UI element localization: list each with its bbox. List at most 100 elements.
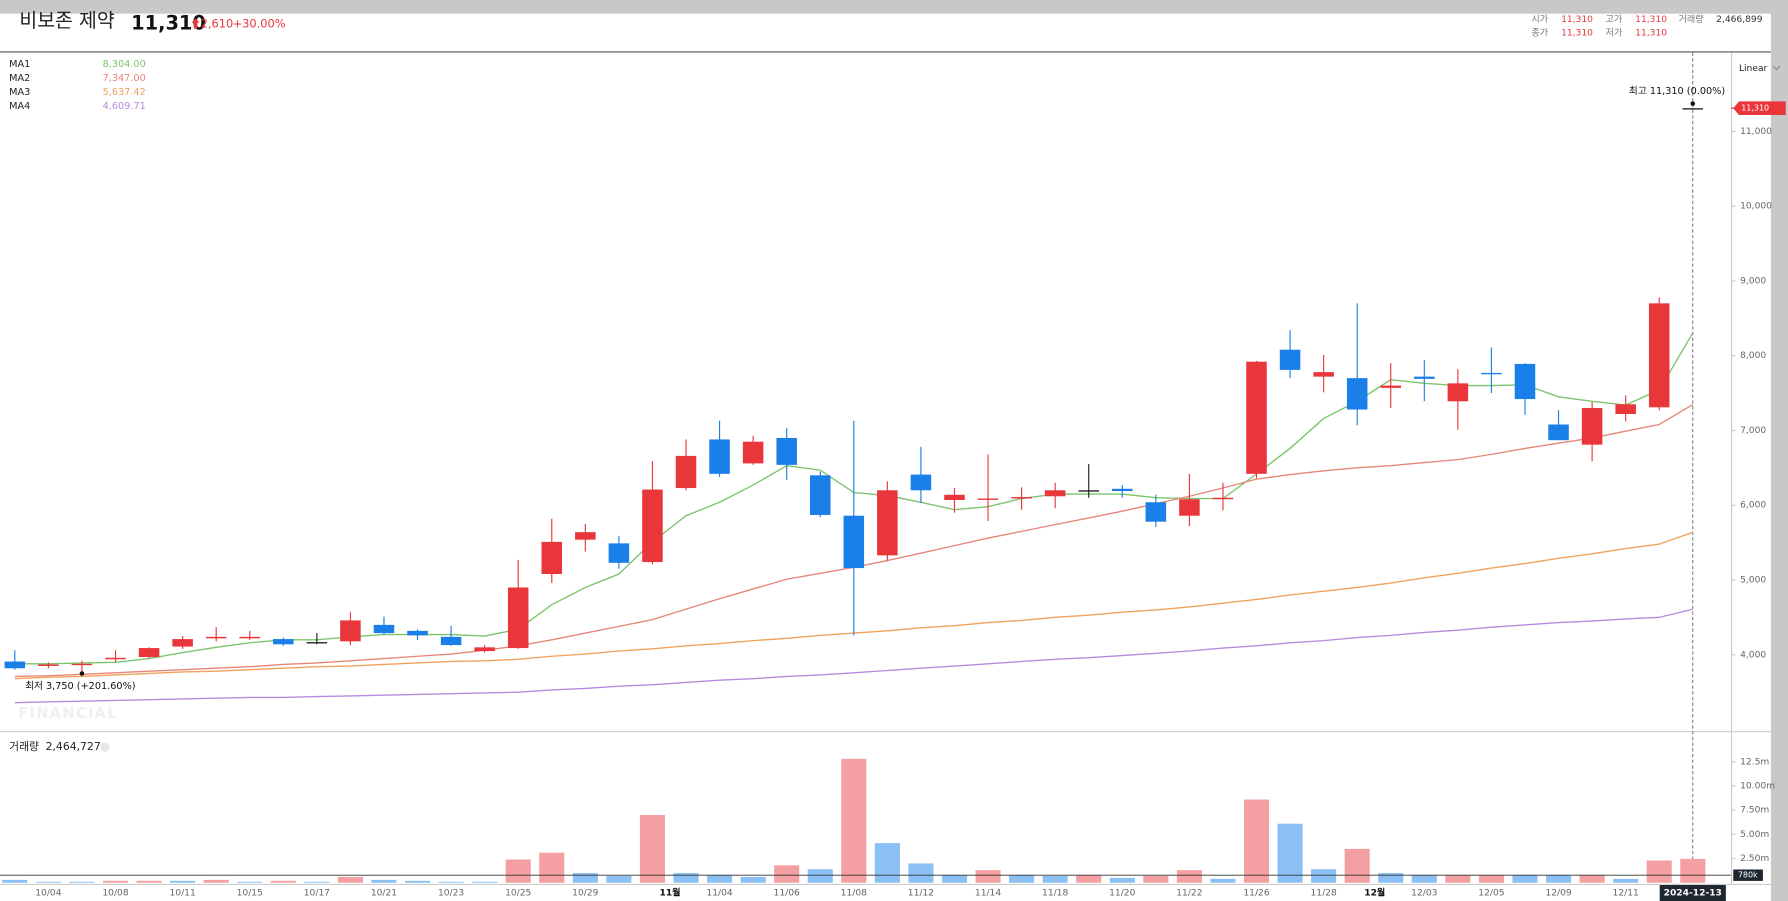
candle-body (642, 489, 663, 563)
legend-name: MA3 (9, 87, 30, 98)
up-arrow-icon (191, 18, 200, 29)
candle-body (709, 439, 730, 474)
volume-bar (1143, 875, 1169, 883)
summary-value: 11,310 (1635, 15, 1667, 25)
moving-average (14, 608, 1693, 704)
summary-label: 저가 (1606, 28, 1623, 39)
volume-bar (35, 881, 61, 883)
candle-body (1044, 490, 1066, 497)
volume-bar (237, 881, 263, 883)
volume-bar (2, 879, 28, 883)
x-tick-label: 11/28 (1311, 889, 1337, 899)
candle-body (608, 543, 630, 563)
x-tick-label: 11/04 (706, 889, 732, 899)
x-tick-label: 11/22 (1176, 889, 1202, 899)
summary-value: 2,466,899 (1716, 15, 1763, 25)
legend-name: MA4 (9, 101, 30, 112)
volume-bar (606, 875, 632, 883)
candle-body (1581, 408, 1603, 445)
y-tick-label: 7,000 (1740, 426, 1766, 436)
price: 11,310 (131, 11, 206, 34)
volume-bar (69, 881, 95, 883)
volume-settings-icon[interactable] (100, 742, 110, 752)
x-tick-label: 11/18 (1042, 889, 1068, 899)
candle-body (1279, 349, 1301, 370)
y-tick-label: 8,000 (1740, 351, 1766, 361)
price-tag: 11,310 (1741, 104, 1769, 113)
legend-name: MA1 (9, 59, 30, 70)
x-tick-label: 11월 (660, 887, 681, 899)
volume-tick-label: 2.50m (1740, 854, 1769, 864)
x-tick-label: 12/03 (1411, 889, 1437, 899)
volume-bar (707, 875, 733, 883)
volume-bar (1445, 875, 1471, 883)
x-tick-label: 11/08 (841, 889, 867, 899)
volume-bar (1512, 875, 1538, 883)
volume-value: 2,464,727 (46, 740, 101, 753)
candle-body (843, 515, 865, 569)
x-tick-label: 10/15 (237, 889, 263, 899)
volume-bar (1109, 877, 1135, 883)
candle-body (977, 498, 999, 500)
candle-body (340, 620, 361, 642)
x-tick-label: 10/17 (304, 889, 330, 899)
volume-bar (572, 873, 598, 883)
high-marker-label: 최고 11,310 (0.00%) (1629, 85, 1725, 97)
candle-body (1346, 378, 1368, 410)
volume-bar (1579, 875, 1605, 883)
x-tick-label: 10/21 (371, 889, 397, 899)
volume-bar (1378, 873, 1404, 883)
candle-body (877, 490, 898, 556)
x-tick-label: 10/04 (35, 889, 61, 899)
x-tick-label: 2024-12-13 (1664, 889, 1722, 899)
legend-value: 7,347.00 (103, 73, 146, 84)
volume-bar (1546, 875, 1572, 883)
candle-body (440, 636, 462, 646)
legend-value: 4,609.71 (103, 101, 146, 112)
candle-body (575, 532, 596, 540)
candle-body (507, 587, 529, 649)
x-tick-label: 12월 (1364, 887, 1385, 899)
candle-body (1380, 385, 1402, 388)
candle-body (944, 494, 965, 501)
x-tick-label: 10/11 (169, 889, 195, 899)
x-tick-label: 11/14 (975, 889, 1001, 899)
x-tick-label: 11/20 (1109, 889, 1135, 899)
volume-bar (1243, 799, 1270, 883)
candle-body (1548, 424, 1569, 441)
volume-bar (841, 758, 867, 883)
volume-bar (908, 863, 934, 883)
x-tick-label: 10/08 (102, 889, 128, 899)
candle-body (1313, 372, 1334, 377)
volume-bar (975, 870, 1001, 883)
stock-name: 비보존 제약 (19, 9, 114, 32)
candle-body (4, 661, 26, 669)
candle-body (105, 657, 126, 660)
candle-body (776, 437, 797, 465)
volume-current-tag: 780k (1738, 871, 1758, 880)
y-tick-label: 10,000 (1740, 202, 1772, 212)
candle-body (172, 639, 193, 647)
candle-body (1615, 404, 1636, 415)
volume-bar (1613, 878, 1639, 883)
volume-bar (1009, 875, 1035, 883)
candle-body (1179, 499, 1200, 516)
volume-bar (1277, 823, 1303, 883)
candle-body (809, 475, 831, 515)
scale-mode[interactable]: Linear (1739, 64, 1768, 74)
volume-tick-label: 10.00m (1740, 781, 1775, 791)
volume-bar (1478, 875, 1504, 883)
candle-body (239, 636, 261, 639)
volume-bar (740, 876, 766, 883)
volume-tick-label: 5.00m (1740, 830, 1769, 840)
volume-bar (639, 814, 665, 883)
summary-label: 고가 (1606, 14, 1623, 25)
legend-value: 5,637.42 (103, 87, 146, 98)
x-tick-label: 10/29 (572, 889, 598, 899)
scale-mode-chevron[interactable] (1772, 65, 1781, 71)
x-tick-label: 10/25 (505, 889, 531, 899)
candle-body (273, 639, 294, 645)
volume-bar (438, 881, 464, 883)
candle-body (407, 630, 428, 636)
